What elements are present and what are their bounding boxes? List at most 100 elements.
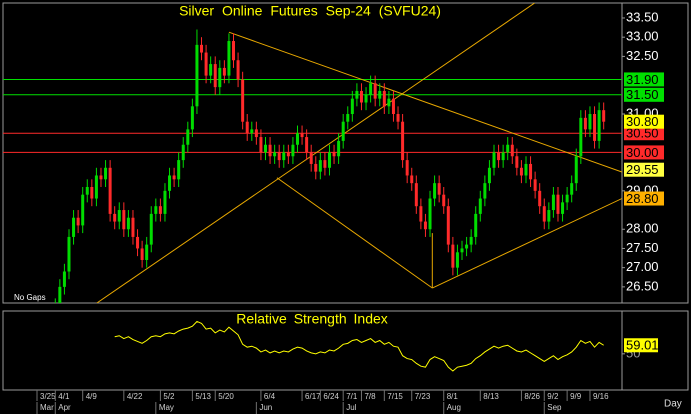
candle-body: [529, 163, 533, 180]
rsi-title: Relative Strength Index: [236, 311, 388, 327]
x-tick-label: 6/24: [323, 392, 339, 401]
candle-body: [341, 121, 345, 141]
x-tick-label: 7/1: [346, 392, 358, 401]
candle-body: [168, 175, 172, 191]
candle-body: [391, 98, 395, 115]
candle-body: [570, 183, 574, 195]
month-label: Mar: [40, 403, 54, 412]
candle-body: [218, 67, 222, 88]
candle-body: [478, 198, 482, 214]
month-label: Aug: [447, 403, 461, 412]
level-label-box: [624, 72, 664, 87]
x-tick-label: 8/1: [447, 392, 459, 401]
candle-body: [547, 210, 551, 222]
candle-body: [149, 213, 153, 245]
candle-body: [433, 183, 437, 199]
candle-body: [533, 179, 537, 191]
candle-body: [387, 98, 391, 107]
x-tick-label: 8/13: [483, 392, 499, 401]
candle-body: [423, 221, 427, 230]
level-label-box: [624, 145, 664, 160]
rsi-axis-frame: [621, 310, 689, 391]
candle-body: [72, 217, 76, 237]
level-label: 31.90: [626, 72, 659, 87]
candle-body: [446, 206, 450, 245]
candle-body: [373, 83, 377, 99]
candle-body: [181, 144, 185, 161]
candle-body: [583, 117, 587, 130]
candle-body: [236, 60, 240, 80]
candle-body: [200, 44, 204, 53]
candle-body: [113, 213, 117, 222]
candle-body: [428, 198, 432, 230]
level-label-box: [624, 87, 664, 102]
candle-body: [382, 90, 386, 107]
price-label: 30.80: [626, 114, 659, 129]
candle-body: [542, 206, 546, 222]
candle-body: [318, 160, 322, 172]
price-label-box: [624, 191, 664, 206]
candle-body: [487, 167, 491, 184]
trendline: [228, 31, 622, 173]
x-tick-label: 9/16: [593, 392, 609, 401]
x-tick-label: 5/2: [163, 392, 175, 401]
candle-body: [136, 236, 140, 249]
candle-body: [241, 79, 245, 122]
price-plot: [3, 3, 622, 303]
candle-body: [515, 156, 519, 168]
x-tick-label: 3/25: [40, 392, 56, 401]
candle-body: [396, 114, 400, 122]
candle-body: [405, 160, 409, 176]
level-label-box: [624, 126, 664, 141]
candle-body: [451, 244, 455, 268]
rsi-plot: [114, 320, 604, 372]
candle-body: [597, 110, 601, 141]
period: Day: [664, 399, 682, 410]
candle-body: [62, 271, 66, 287]
candle-body: [579, 117, 583, 157]
candle-body: [85, 186, 89, 195]
candle-body: [67, 236, 71, 272]
candle-body: [140, 248, 144, 260]
candle-body: [510, 144, 514, 157]
candle-body: [588, 114, 592, 130]
candle-body: [99, 175, 103, 180]
x-tick-label: 8/26: [524, 392, 540, 401]
candle-body: [172, 175, 176, 180]
candle-body: [282, 152, 286, 161]
gap-mode: No Gaps: [14, 293, 46, 302]
month-label: May: [159, 403, 174, 412]
candle-body: [474, 213, 478, 237]
candle-body: [277, 152, 281, 161]
overlay: 26.5027.0027.5028.0029.0031.0032.5033.00…: [36, 9, 664, 414]
y-tick-label: 27.00: [626, 259, 659, 274]
x-tick-label: 5/13: [195, 392, 211, 401]
candle-body: [76, 217, 80, 226]
level-label: 30.50: [626, 126, 659, 141]
candle-body: [401, 121, 405, 161]
candle-body: [291, 144, 295, 157]
candle-body: [222, 67, 226, 76]
candle-body: [355, 90, 359, 99]
candle-body: [145, 244, 149, 260]
candle-body: [81, 194, 85, 226]
candle-body: [327, 152, 331, 168]
candle-body: [268, 144, 272, 157]
candle-body: [195, 44, 199, 107]
candle-body: [593, 114, 597, 141]
price-label: 28.80: [626, 191, 659, 206]
candle-body: [551, 194, 555, 211]
y-tick-label: 28.00: [626, 221, 659, 236]
candle-body: [309, 152, 313, 164]
candle-body: [332, 152, 336, 157]
candle-body: [314, 163, 318, 172]
candle-body: [506, 144, 510, 153]
candle-body: [186, 129, 190, 145]
y-tick-label: 32.50: [626, 48, 659, 63]
price-axis-frame: [621, 2, 689, 304]
candle-body: [131, 217, 135, 237]
candle-body: [213, 64, 217, 88]
y-tick-label: 33.50: [626, 9, 659, 24]
month-label: Jun: [259, 403, 272, 412]
trendline: [432, 198, 622, 289]
